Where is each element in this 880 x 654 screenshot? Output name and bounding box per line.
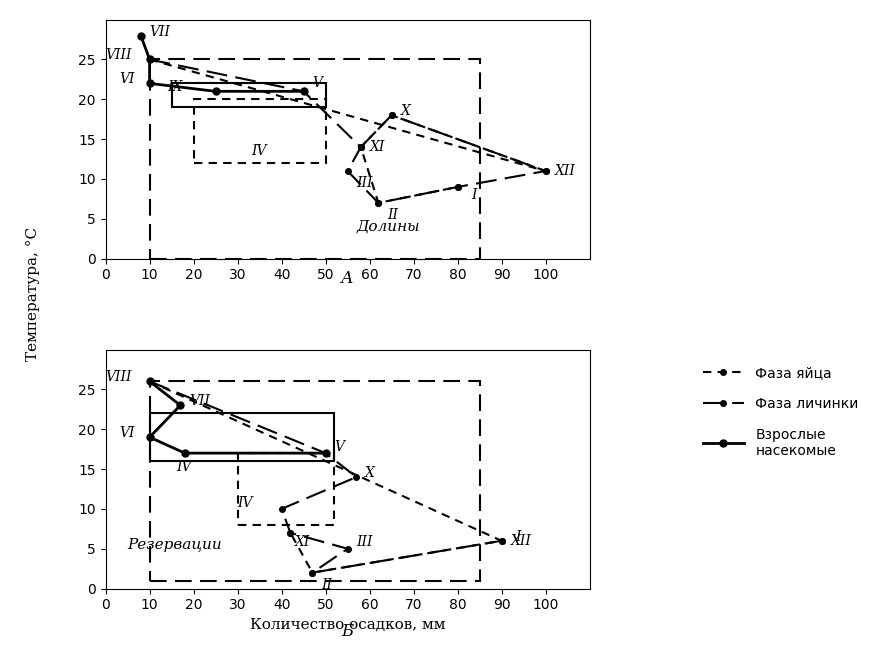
Text: Температура, °С: Температура, °С (26, 227, 40, 362)
Text: Б: Б (341, 623, 354, 640)
Bar (150, 60, 480, 259)
Text: VI: VI (119, 73, 135, 86)
Text: IV: IV (251, 144, 267, 158)
Text: XI: XI (295, 536, 310, 549)
Text: XII: XII (554, 164, 576, 178)
Text: X: X (400, 104, 410, 118)
Text: I: I (471, 188, 476, 202)
Text: XI: XI (370, 140, 385, 154)
Text: V: V (334, 439, 344, 454)
Text: X: X (365, 466, 375, 480)
Text: V: V (312, 77, 322, 90)
Text: IV: IV (238, 496, 253, 509)
Text: VIII: VIII (106, 48, 132, 63)
X-axis label: Количество осадков, мм: Количество осадков, мм (250, 618, 445, 632)
Legend: Фаза яйца, Фаза личинки, Взрослые
насекомые: Фаза яйца, Фаза личинки, Взрослые насеко… (697, 361, 864, 463)
Text: XII: XII (510, 534, 532, 548)
Bar (194, 99, 326, 163)
Text: I: I (515, 530, 520, 544)
Text: Резервации: Резервации (128, 538, 223, 552)
Text: IX: IX (167, 80, 182, 94)
Text: III: III (356, 176, 373, 190)
Text: Долины: Долины (356, 220, 420, 233)
Text: IV: IV (176, 460, 192, 474)
Bar (238, 453, 334, 525)
Text: VI: VI (119, 426, 135, 440)
Text: VII: VII (189, 394, 210, 408)
Text: VII: VII (150, 25, 171, 39)
Text: VIII: VIII (106, 370, 132, 385)
Text: II: II (321, 577, 333, 592)
Text: А: А (341, 269, 354, 286)
Bar (150, 413, 334, 461)
Bar (150, 381, 480, 581)
Text: II: II (387, 208, 399, 222)
Text: III: III (356, 536, 373, 549)
Bar (172, 83, 326, 107)
